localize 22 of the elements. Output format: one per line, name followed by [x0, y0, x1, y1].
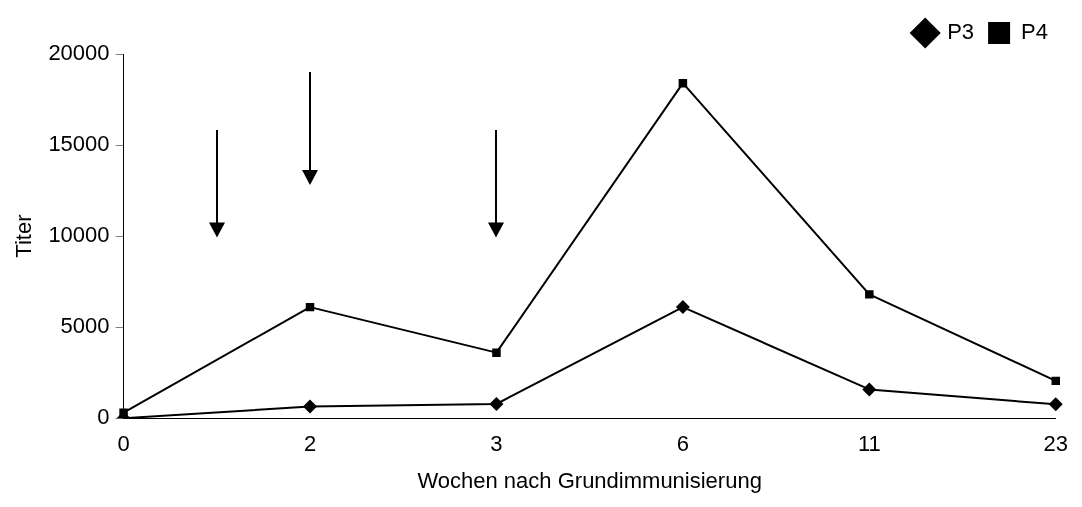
point [862, 382, 877, 397]
x-tick-label: 23 [1043, 431, 1069, 457]
y-axis-title: Titer [11, 214, 37, 258]
x-tick-label: 2 [303, 431, 317, 457]
legend-label: P4 [1021, 19, 1049, 45]
point [489, 397, 504, 411]
y-tick-label: 15000 [48, 131, 110, 157]
x-axis-title: Wochen nach Grundimmunisierung [417, 467, 762, 493]
point [492, 348, 501, 357]
y-tick-label: 0 [97, 404, 110, 430]
legend-label: P3 [947, 19, 975, 45]
x-tick-label: 6 [676, 431, 690, 457]
y-tick-label: 5000 [60, 313, 110, 339]
x-tick-label: 3 [490, 431, 503, 457]
point [303, 399, 318, 414]
point [865, 290, 874, 299]
x-tick-label: 0 [117, 431, 130, 457]
x-tick-label: 11 [857, 431, 881, 457]
point [675, 300, 690, 315]
point [1048, 397, 1063, 412]
y-tick-label: 10000 [48, 222, 110, 248]
y-tick-label: 20000 [48, 40, 110, 66]
